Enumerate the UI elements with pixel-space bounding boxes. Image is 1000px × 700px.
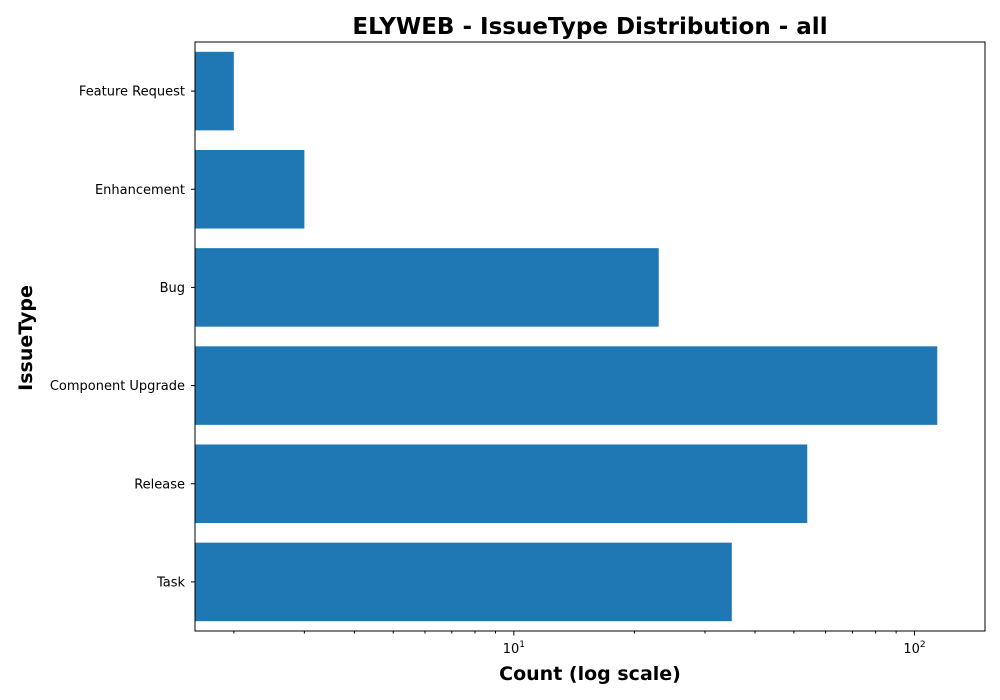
y-tick-label: Component Upgrade — [50, 379, 185, 394]
y-tick-label: Feature Request — [79, 85, 185, 100]
bar-bug — [195, 248, 659, 327]
y-axis-label: IssueType — [15, 285, 37, 391]
chart-title: ELYWEB - IssueType Distribution - all — [352, 14, 827, 40]
bars-group — [195, 51, 938, 622]
x-tick-label: 102 — [903, 640, 925, 657]
bar-feature-request — [195, 51, 234, 131]
plot-frame — [194, 41, 986, 632]
y-tick-label: Enhancement — [95, 183, 185, 198]
bar-release — [195, 444, 808, 524]
bar-component-upgrade — [195, 346, 938, 425]
y-tick-label: Release — [134, 477, 185, 492]
x-axis-label: Count (log scale) — [499, 663, 681, 685]
y-tick-label: Task — [156, 575, 186, 590]
y-tick-label: Bug — [160, 281, 185, 296]
y-axis: Feature Request Enhancement Bug Component U… — [50, 85, 195, 590]
bar-enhancement — [195, 149, 305, 229]
x-axis: 101 102 — [233, 631, 926, 657]
x-tick-label: 101 — [503, 640, 525, 657]
bar-task — [195, 542, 732, 622]
